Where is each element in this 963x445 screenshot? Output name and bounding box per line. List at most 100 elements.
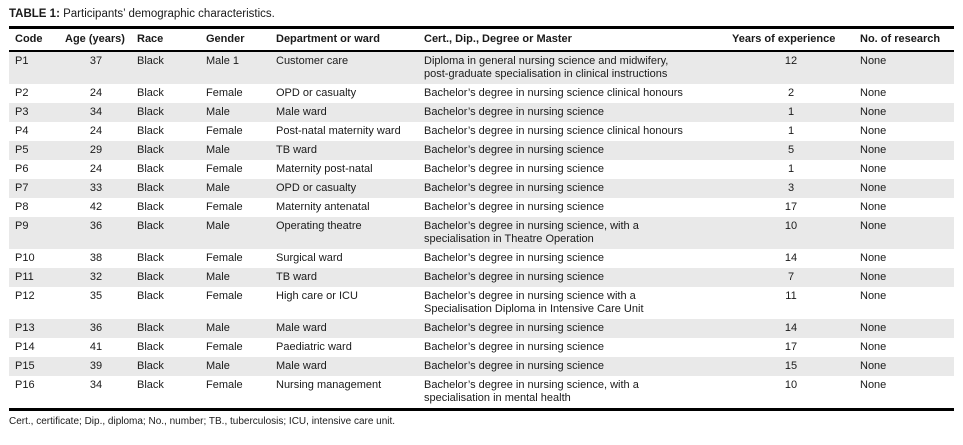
table-row: P9 36 Black Male Operating theatre Bache… (9, 217, 954, 249)
table-container: TABLE 1: Participants’ demographic chara… (9, 7, 954, 427)
cell-qualification: Bachelor’s degree in nursing science, wi… (418, 217, 726, 249)
cell-research: None (860, 125, 887, 137)
cell-code: P3 (9, 103, 59, 122)
cell-qualification: Bachelor’s degree in nursing science (418, 357, 726, 376)
cell-years-experience: 2 (787, 87, 795, 99)
table-row: P3 34 Black Male Male ward Bachelor’s de… (9, 103, 954, 122)
cell-race: Black (131, 51, 200, 84)
cell-age: 32 (59, 268, 131, 287)
cell-race: Black (137, 163, 164, 175)
cell-research: None (854, 179, 954, 198)
table-row: P15 39 Black Male Male ward Bachelor’s d… (9, 357, 954, 376)
cell-qualification: Bachelor’s degree in nursing science, wi… (424, 379, 639, 404)
cell-qualification: Bachelor’s degree in nursing science (418, 103, 726, 122)
table-row: P1 37 Black Male 1 Customer care Diploma… (9, 51, 954, 84)
table-row: P12 35 Black Female High care or ICU Bac… (9, 287, 954, 319)
cell-years-experience: 1 (787, 163, 795, 175)
cell-years-experience: 7 (726, 268, 854, 287)
header-code: Code (9, 27, 59, 52)
table-title: TABLE 1: Participants’ demographic chara… (9, 7, 954, 21)
cell-age: 37 (59, 51, 131, 84)
cell-code: P5 (9, 141, 59, 160)
cell-qualification: Bachelor’s degree in nursing science (424, 252, 604, 264)
cell-race: Black (131, 179, 200, 198)
cell-department: Nursing management (276, 379, 382, 391)
table-row: P16 34 Black Female Nursing management B… (9, 376, 954, 410)
cell-research: None (854, 268, 954, 287)
cell-code: P13 (9, 319, 59, 338)
cell-race: Black (137, 87, 164, 99)
cell-race: Black (137, 379, 164, 391)
cell-years-experience: 1 (726, 103, 854, 122)
cell-gender: Male (200, 141, 270, 160)
cell-gender: Female (206, 163, 243, 175)
cell-department: Operating theatre (270, 217, 418, 249)
cell-department: Surgical ward (276, 252, 343, 264)
table-footnote: Cert., certificate; Dip., diploma; No., … (9, 416, 396, 427)
cell-years-experience: 5 (726, 141, 854, 160)
cell-qualification: Bachelor’s degree in nursing science wit… (424, 290, 644, 315)
header-qualification: Cert., Dip., Degree or Master (418, 27, 726, 52)
cell-department: High care or ICU (276, 290, 358, 302)
cell-gender: Female (206, 125, 243, 137)
cell-race: Black (137, 290, 164, 302)
cell-department: Customer care (270, 51, 418, 84)
cell-department: TB ward (270, 141, 418, 160)
cell-age: 24 (89, 163, 103, 175)
cell-research: None (854, 357, 954, 376)
cell-research: None (854, 141, 954, 160)
cell-gender: Male (200, 268, 270, 287)
cell-years-experience: 14 (784, 252, 798, 264)
cell-code: P1 (9, 51, 59, 84)
cell-age: 24 (89, 87, 103, 99)
cell-gender: Male (200, 319, 270, 338)
cell-years-experience: 10 (726, 217, 854, 249)
table-row: P6 24 Black Female Maternity post-natal … (9, 160, 954, 179)
table-title-text: Participants’ demographic characteristic… (59, 8, 275, 20)
cell-years-experience: 14 (726, 319, 854, 338)
cell-research: None (854, 319, 954, 338)
table-row: P5 29 Black Male TB ward Bachelor’s degr… (9, 141, 954, 160)
cell-gender: Male (200, 357, 270, 376)
demographics-table: Code Age (years) Race Gender Department … (9, 26, 954, 411)
cell-code: P11 (9, 268, 59, 287)
cell-age: 39 (59, 357, 131, 376)
header-gender: Gender (200, 27, 270, 52)
cell-age: 38 (89, 252, 103, 264)
cell-gender: Female (206, 87, 243, 99)
header-research: No. of research (854, 27, 954, 52)
cell-qualification: Bachelor’s degree in nursing science (418, 268, 726, 287)
cell-gender: Female (206, 341, 243, 353)
cell-years-experience: 3 (726, 179, 854, 198)
cell-age: 36 (59, 319, 131, 338)
cell-race: Black (137, 341, 164, 353)
cell-research: None (860, 87, 887, 99)
cell-race: Black (131, 319, 200, 338)
cell-race: Black (137, 252, 164, 264)
cell-race: Black (131, 141, 200, 160)
header-row: Code Age (years) Race Gender Department … (9, 27, 954, 52)
cell-research: None (854, 217, 954, 249)
cell-gender: Female (206, 252, 243, 264)
cell-years-experience: 15 (726, 357, 854, 376)
table-title-label: TABLE 1: (9, 8, 60, 20)
cell-qualification: Bachelor’s degree in nursing science cli… (424, 125, 683, 137)
cell-qualification: Bachelor’s degree in nursing science (418, 141, 726, 160)
cell-department: Male ward (270, 103, 418, 122)
cell-years-experience: 10 (784, 379, 798, 391)
cell-race: Black (131, 217, 200, 249)
cell-gender: Male (200, 179, 270, 198)
cell-gender: Female (206, 290, 243, 302)
cell-race: Black (137, 125, 164, 137)
cell-years-experience: 12 (726, 51, 854, 84)
cell-age: 33 (59, 179, 131, 198)
cell-qualification: Bachelor’s degree in nursing science cli… (424, 87, 683, 99)
cell-code: P9 (9, 217, 59, 249)
cell-age: 29 (59, 141, 131, 160)
cell-race: Black (131, 103, 200, 122)
cell-code: P12 (15, 290, 35, 302)
table-row: P13 36 Black Male Male ward Bachelor’s d… (9, 319, 954, 338)
cell-years-experience: 1 (787, 125, 795, 137)
cell-years-experience: 17 (784, 341, 798, 353)
cell-age: 35 (89, 290, 103, 302)
